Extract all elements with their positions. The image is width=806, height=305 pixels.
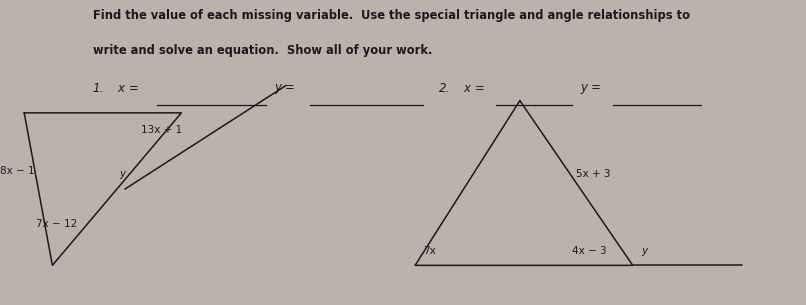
Text: 7x: 7x bbox=[423, 246, 436, 256]
Text: write and solve an equation.  Show all of your work.: write and solve an equation. Show all of… bbox=[93, 44, 432, 57]
Text: y: y bbox=[642, 246, 648, 256]
Text: 7x − 12: 7x − 12 bbox=[36, 219, 77, 229]
Text: y: y bbox=[119, 169, 126, 179]
Text: 1.: 1. bbox=[93, 82, 104, 95]
Text: $y$ =: $y$ = bbox=[274, 82, 296, 96]
Text: $x$ =: $x$ = bbox=[117, 82, 139, 95]
Text: 2.: 2. bbox=[439, 82, 451, 95]
Text: 4x − 3: 4x − 3 bbox=[572, 246, 607, 256]
Text: 13x + 1: 13x + 1 bbox=[141, 125, 182, 135]
Text: $y$ =: $y$ = bbox=[580, 82, 602, 96]
Text: 8x − 1: 8x − 1 bbox=[0, 166, 35, 176]
Text: Find the value of each missing variable.  Use the special triangle and angle rel: Find the value of each missing variable.… bbox=[93, 9, 690, 22]
Text: $x$ =: $x$ = bbox=[463, 82, 485, 95]
Text: 5x + 3: 5x + 3 bbox=[576, 169, 611, 179]
